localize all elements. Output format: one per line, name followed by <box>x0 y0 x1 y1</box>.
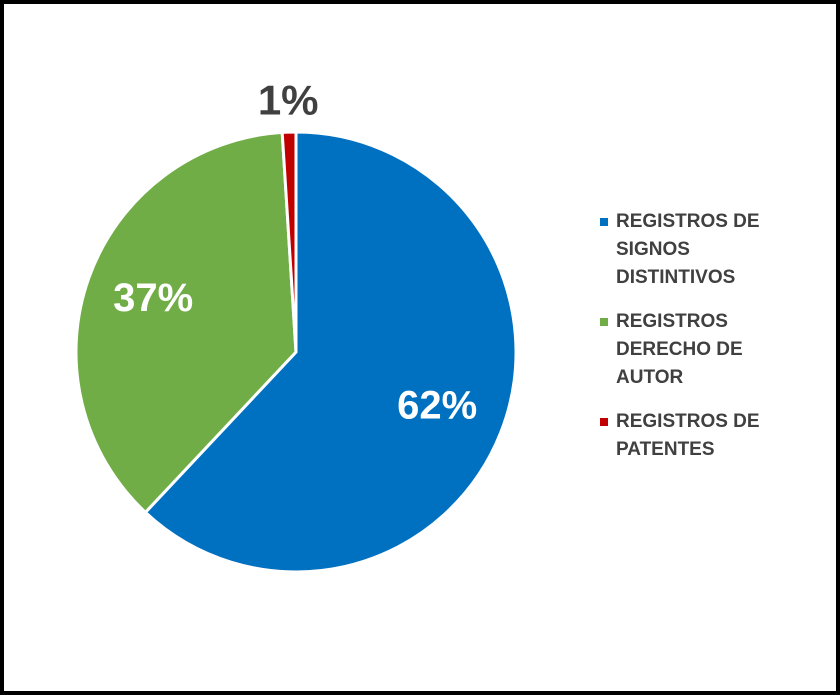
data-label: 37% <box>113 276 193 320</box>
pie-slice <box>143 130 518 574</box>
legend-label: REGISTROS DE SIGNOS DISTINTIVOS <box>616 211 760 288</box>
legend: REGISTROS DE SIGNOS DISTINTIVOS REGISTROS… <box>600 208 820 480</box>
data-label: 62% <box>397 383 477 427</box>
legend-label: REGISTROS DE PATENTES <box>616 411 760 460</box>
legend-item: REGISTROS DERECHO DE AUTOR <box>600 308 820 392</box>
pie-chart: 62% 37% 1% <box>74 77 518 574</box>
legend-swatch <box>600 418 608 426</box>
legend-item: REGISTROS DE PATENTES <box>600 408 820 464</box>
pie-slice <box>74 130 298 515</box>
data-label: 1% <box>258 77 319 124</box>
legend-swatch <box>600 318 608 326</box>
legend-item: REGISTROS DE SIGNOS DISTINTIVOS <box>600 208 820 292</box>
pie-slice <box>280 130 298 353</box>
legend-swatch <box>600 218 608 226</box>
legend-label: REGISTROS DERECHO DE AUTOR <box>616 311 743 388</box>
